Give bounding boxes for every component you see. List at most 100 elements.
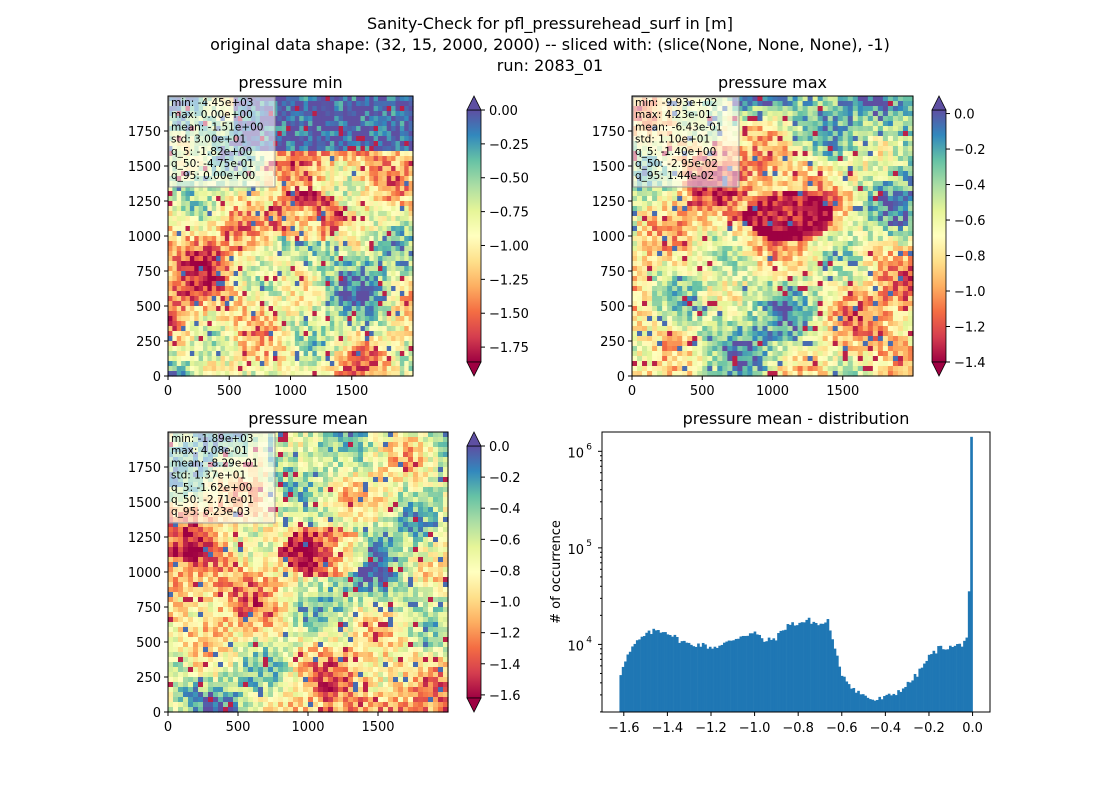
heatmap-cell — [294, 111, 300, 117]
heatmap-cell — [707, 251, 713, 257]
heatmap-cell — [351, 201, 357, 207]
heatmap-cell — [264, 301, 270, 307]
heatmap-cell — [224, 316, 230, 322]
heatmap-cell — [907, 181, 914, 187]
heatmap-cell — [892, 101, 899, 107]
heatmap-cell — [707, 196, 713, 202]
heatmap-cell — [198, 286, 204, 292]
heatmap-cell — [867, 121, 874, 127]
heatmap-cell — [321, 371, 327, 377]
heatmap-cell — [847, 161, 854, 167]
heatmap-cell — [802, 151, 809, 157]
heatmap-cell — [386, 371, 392, 377]
heatmap-cell — [832, 221, 839, 227]
heatmap-cell — [312, 321, 318, 327]
heatmap-cell — [892, 236, 899, 242]
heatmap-cell — [842, 101, 849, 107]
heatmap-cell — [404, 371, 410, 377]
heatmap-cell — [732, 191, 738, 197]
heatmap-cell — [203, 286, 208, 292]
heatmap-cell — [404, 206, 410, 212]
heatmap-cell — [321, 241, 327, 247]
heatmap-cell — [707, 206, 713, 212]
heatmap-cell — [286, 371, 292, 377]
heatmap-cell — [807, 146, 814, 152]
heatmap-cell — [373, 186, 379, 192]
heatmap-cell — [364, 271, 370, 277]
heatmap-cell — [356, 106, 362, 112]
heatmap-cell — [198, 206, 204, 212]
heatmap-cell — [325, 251, 331, 257]
heatmap-cell — [907, 146, 914, 152]
heatmap-cell — [259, 256, 265, 262]
heatmap-cell — [299, 166, 305, 172]
heatmap-cell — [772, 176, 779, 182]
heatmap-cell — [294, 236, 300, 242]
heatmap-cell — [229, 356, 235, 362]
heatmap-cell — [246, 206, 252, 212]
heatmap-cell — [787, 221, 794, 227]
heatmap-cell — [364, 181, 370, 187]
heatmap-cell — [321, 246, 327, 252]
heatmap-cell — [882, 161, 889, 167]
heatmap-cell — [216, 316, 222, 322]
heatmap-cell — [329, 211, 335, 217]
heatmap-cell — [373, 141, 379, 147]
heatmap-cell — [632, 211, 638, 217]
heatmap-cell — [172, 281, 178, 287]
heatmap-cell — [273, 306, 278, 312]
heatmap-cell — [303, 166, 309, 172]
heatmap-cell — [364, 151, 370, 157]
heatmap-cell — [822, 186, 829, 192]
heatmap-cell — [334, 116, 340, 122]
heatmap-cell — [837, 106, 844, 112]
heatmap-cell — [378, 296, 383, 302]
heatmap-cell — [395, 351, 401, 357]
heatmap-cell — [877, 216, 884, 222]
heatmap-cell — [360, 326, 366, 332]
heatmap-cell — [378, 236, 383, 242]
heatmap-cell — [255, 266, 261, 272]
heatmap-cell — [229, 336, 235, 342]
heatmap-cell — [185, 311, 191, 317]
heatmap-cell — [329, 186, 335, 192]
heatmap-cell — [369, 361, 375, 367]
heatmap-cell — [277, 151, 283, 157]
heatmap-cell — [343, 336, 348, 342]
heatmap-cell — [373, 231, 379, 237]
heatmap-cell — [224, 211, 230, 217]
heatmap-cell — [797, 96, 804, 102]
heatmap-cell — [356, 281, 362, 287]
heatmap-cell — [862, 146, 869, 152]
heatmap-cell — [168, 336, 173, 342]
heatmap-cell — [329, 316, 335, 322]
heatmap-cell — [777, 96, 784, 102]
heatmap-cell — [325, 176, 331, 182]
heatmap-cell — [742, 221, 749, 227]
heatmap-cell — [329, 306, 335, 312]
heatmap-cell — [887, 111, 894, 117]
heatmap-cell — [343, 251, 348, 257]
heatmap-cell — [852, 136, 859, 142]
heatmap-cell — [762, 191, 769, 197]
heatmap-cell — [286, 131, 292, 137]
heatmap-cell — [369, 276, 375, 282]
heatmap-cell — [238, 191, 243, 197]
heatmap-cell — [308, 201, 313, 207]
heatmap-cell — [857, 221, 864, 227]
heatmap-cell — [373, 96, 379, 102]
heatmap-cell — [702, 196, 708, 202]
heatmap-cell — [382, 96, 388, 102]
heatmap-cell — [777, 136, 784, 142]
heatmap-cell — [351, 301, 357, 307]
heatmap-cell — [268, 271, 274, 277]
heatmap-cell — [378, 366, 383, 372]
heatmap-cell — [294, 121, 300, 127]
heatmap-cell — [817, 111, 824, 117]
heatmap-cell — [251, 251, 257, 257]
heatmap-cell — [316, 336, 322, 342]
heatmap-cell — [692, 216, 698, 222]
heatmap-cell — [907, 206, 914, 212]
heatmap-cell — [360, 121, 366, 127]
